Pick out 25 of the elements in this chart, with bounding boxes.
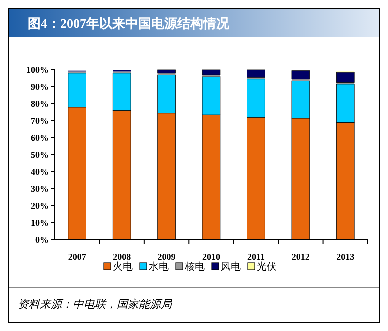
x-tick-label: 2007 (68, 252, 87, 262)
x-tick-label: 2009 (158, 252, 176, 262)
y-tick-label: 30% (31, 184, 49, 194)
y-tick-label: 40% (31, 167, 49, 178)
y-tick-label: 70% (31, 116, 49, 126)
y-tick-label: 100% (26, 65, 49, 76)
y-tick-label: 80% (31, 99, 49, 110)
legend-label: 光伏 (257, 261, 277, 273)
y-tick-label: 50% (31, 150, 49, 160)
x-tick-label: 2010 (202, 252, 221, 262)
legend-label: 火电 (113, 261, 133, 273)
y-tick-label: 90% (31, 82, 49, 92)
x-tick-label: 2013 (336, 252, 356, 262)
x-tick-label: 2008 (113, 252, 132, 262)
legend-label: 水电 (149, 261, 169, 273)
y-tick-label: 10% (31, 218, 49, 228)
x-tick-label: 2012 (292, 252, 310, 262)
chart-title: 图4：2007年以来中国电源结构情况 (28, 16, 230, 31)
y-tick-label: 0% (36, 235, 49, 246)
x-tick-label: 2011 (247, 252, 266, 262)
y-tick-label: 20% (31, 201, 49, 212)
legend-label: 核电 (184, 261, 205, 273)
legend-label: 风电 (221, 261, 241, 273)
y-tick-label: 60% (31, 133, 49, 144)
text: 资料来源：中电联，国家能源局 (18, 298, 173, 311)
